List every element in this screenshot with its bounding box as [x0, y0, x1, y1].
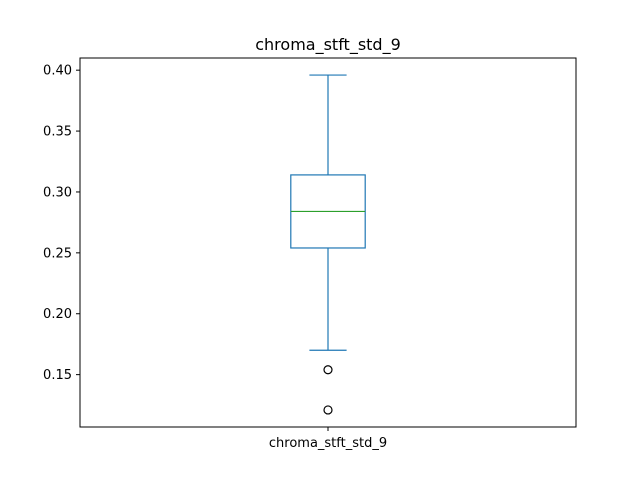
y-tick-label: 0.15 — [43, 368, 72, 383]
plot-area — [290, 74, 366, 415]
chart-title: chroma_stft_std_9 — [255, 35, 401, 55]
axes-frame — [79, 57, 577, 428]
y-tick-label: 0.25 — [43, 246, 72, 261]
outlier-point — [323, 365, 333, 375]
x-axis: chroma_stft_std_9 — [269, 427, 387, 451]
y-tick-label: 0.35 — [43, 125, 72, 140]
outlier-point — [323, 405, 333, 415]
y-tick-label: 0.20 — [43, 307, 72, 322]
y-axis: 0.15 0.20 0.25 0.30 0.35 0.40 — [43, 64, 80, 383]
y-tick-label: 0.30 — [43, 185, 72, 200]
y-tick-label: 0.40 — [43, 64, 72, 79]
x-tick-label: chroma_stft_std_9 — [269, 436, 387, 451]
